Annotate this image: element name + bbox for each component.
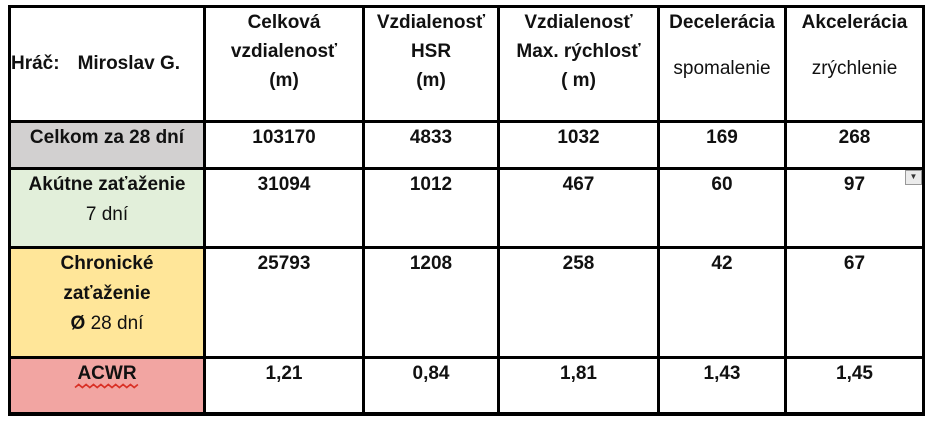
row-label-text: Chronické (60, 253, 154, 274)
column-header-subtitle: spomalenie (673, 58, 771, 79)
player-name: Miroslav G. (77, 53, 180, 74)
column-header-deceleration: Decelerácia spomalenie (657, 5, 787, 123)
training-load-table: Hráč: Miroslav G. Celková vzdialenosť (m)… (8, 5, 925, 416)
column-header-title: Decelerácia (669, 12, 775, 33)
column-header-hsr-distance: Vzdialenosť HSR (m) (362, 5, 500, 123)
row-label-acwr: ACWR (8, 356, 206, 415)
value-cell: 103170 (203, 120, 365, 170)
row-label-text: zaťaženie (63, 283, 151, 304)
row-sublabel-text: 7 dní (85, 204, 129, 225)
value-cell: 1012 (362, 167, 500, 249)
column-header-subtitle: zrýchlenie (811, 58, 898, 79)
row-chronic-load: Chronické zaťaženie Ø 28 dní 25793 1208 … (8, 246, 925, 359)
column-header-line: (m) (416, 70, 446, 91)
player-cell: Hráč: Miroslav G. (8, 5, 206, 123)
column-header-line: vzdialenosť (230, 41, 338, 62)
column-header-acceleration: Akcelerácia zrýchlenie (784, 5, 925, 123)
row-acute-load: Akútne zaťaženie 7 dní 31094 1012 467 60… (8, 167, 925, 249)
column-header-max-speed-distance: Vzdialenosť Max. rýchlosť ( m) (497, 5, 660, 123)
value-cell: 1208 (362, 246, 500, 359)
player-label: Hráč: (11, 53, 60, 74)
value-cell: 258 (497, 246, 660, 359)
value-cell: 1,43 (657, 356, 787, 415)
value-cell: 42 (657, 246, 787, 359)
column-header-line: Celková (247, 12, 321, 33)
row-label-total-28-days: Celkom za 28 dní (8, 120, 206, 170)
dropdown-arrow-icon: ▼ (909, 172, 918, 181)
row-label-text: ACWR (77, 363, 137, 384)
column-header-line: HSR (410, 41, 452, 62)
column-header-line: ( m) (561, 70, 596, 91)
header-row: Hráč: Miroslav G. Celková vzdialenosť (m)… (8, 5, 925, 123)
column-header-line: Vzdialenosť (376, 12, 486, 33)
value-cell: 97 (784, 167, 925, 249)
row-sublabel-days: 28 dní (90, 313, 144, 334)
value-cell: 1,81 (497, 356, 660, 415)
table-dropdown-button[interactable]: ▼ (905, 170, 922, 185)
value-cell: 25793 (203, 246, 365, 359)
value-cell: 4833 (362, 120, 500, 170)
value-cell: 1032 (497, 120, 660, 170)
value-cell: 467 (497, 167, 660, 249)
row-label-text: Celkom za 28 dní (29, 127, 185, 148)
diameter-symbol: Ø (70, 313, 86, 334)
spellcheck-squiggle-icon (74, 383, 139, 389)
column-header-line: (m) (269, 70, 299, 91)
value-cell: 0,84 (362, 356, 500, 415)
column-header-title: Akcelerácia (801, 12, 908, 33)
row-label-acute-load: Akútne zaťaženie 7 dní (8, 167, 206, 249)
row-acwr: ACWR 1,21 0,84 1,81 1,43 1,45 (8, 356, 925, 415)
row-sublabel-text: Ø 28 dní (13, 309, 202, 339)
row-label-chronic-load: Chronické zaťaženie Ø 28 dní (8, 246, 206, 359)
column-header-total-distance: Celková vzdialenosť (m) (203, 5, 365, 123)
value-cell: 31094 (203, 167, 365, 249)
value-cell: 1,45 (784, 356, 925, 415)
column-header-line: Vzdialenosť (524, 12, 633, 33)
row-label-text: Akútne zaťaženie (28, 174, 186, 195)
value-cell: 169 (657, 120, 787, 170)
value-cell: 268 (784, 120, 925, 170)
row-total-28-days: Celkom za 28 dní 103170 4833 1032 169 26… (8, 120, 925, 170)
value-cell: 1,21 (203, 356, 365, 415)
value-cell: 67 (784, 246, 925, 359)
column-header-line: Max. rýchlosť (516, 41, 641, 62)
value-cell: 60 (657, 167, 787, 249)
